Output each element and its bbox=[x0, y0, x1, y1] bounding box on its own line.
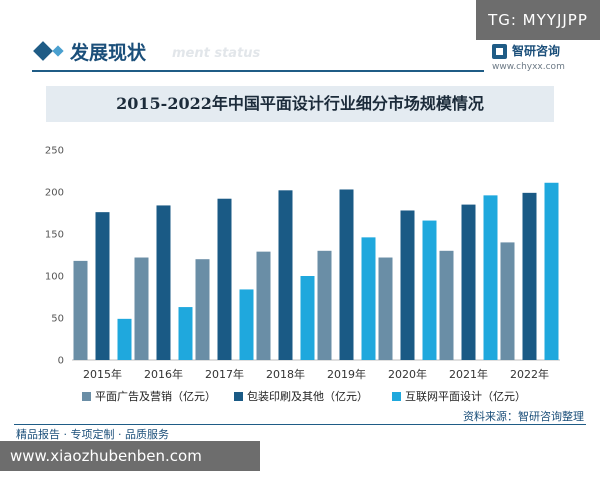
bar bbox=[300, 276, 315, 360]
x-tick-label: 2020年 bbox=[388, 367, 427, 381]
bar bbox=[134, 257, 149, 360]
bar bbox=[217, 198, 232, 360]
bar bbox=[256, 251, 271, 360]
bar bbox=[439, 250, 454, 360]
bar bbox=[544, 182, 559, 360]
source-note: 资料来源：智研咨询整理 bbox=[463, 409, 584, 423]
brand-name: 智研咨询 bbox=[512, 44, 561, 58]
legend-label: 包装印刷及其他（亿元） bbox=[247, 390, 368, 403]
bar bbox=[378, 257, 393, 360]
bar bbox=[483, 195, 498, 360]
footer-tagline: 精品报告 · 专项定制 · 品质服务 bbox=[16, 428, 169, 441]
bar bbox=[422, 220, 437, 360]
bar bbox=[339, 189, 354, 360]
y-tick-label: 150 bbox=[45, 230, 64, 241]
x-tick-label: 2018年 bbox=[266, 367, 305, 381]
bar bbox=[400, 210, 415, 360]
x-tick-label: 2015年 bbox=[83, 367, 122, 381]
legend-label: 互联网平面设计（亿元） bbox=[405, 390, 526, 403]
bar bbox=[500, 242, 515, 360]
x-tick-label: 2016年 bbox=[144, 367, 183, 381]
x-tick-label: 2019年 bbox=[327, 367, 366, 381]
legend-label: 平面广告及营销（亿元） bbox=[95, 389, 216, 403]
bar bbox=[461, 204, 476, 360]
chart-title: 2015-2022年中国平面设计行业细分市场规模情况 bbox=[46, 86, 554, 122]
bar bbox=[95, 212, 110, 360]
y-tick-label: 250 bbox=[45, 146, 64, 157]
bar bbox=[73, 260, 88, 360]
legend-swatch bbox=[234, 392, 243, 401]
brand-url: www.chyxx.com bbox=[492, 62, 565, 72]
tg-watermark-badge: TG: MYYJJPP bbox=[476, 0, 600, 40]
footer-divider bbox=[14, 424, 586, 425]
bar bbox=[317, 250, 332, 360]
x-tick-label: 2021年 bbox=[449, 367, 488, 381]
brand-logo-icon bbox=[492, 44, 507, 59]
y-tick-label: 0 bbox=[58, 356, 64, 367]
x-tick-label: 2017年 bbox=[205, 367, 244, 381]
y-tick-label: 100 bbox=[45, 272, 64, 283]
section-subtitle: ment status bbox=[172, 46, 261, 61]
site-url-watermark: www.xiaozhubenben.com bbox=[0, 441, 260, 471]
legend-swatch bbox=[82, 392, 91, 401]
y-tick-label: 200 bbox=[45, 188, 64, 199]
section-title: 发展现状 bbox=[70, 42, 147, 64]
x-tick-label: 2022年 bbox=[510, 367, 549, 381]
header-divider bbox=[32, 70, 484, 72]
bar bbox=[239, 289, 254, 360]
bar bbox=[361, 237, 376, 360]
bar bbox=[278, 190, 293, 360]
y-tick-label: 50 bbox=[51, 314, 64, 325]
bar bbox=[117, 318, 132, 360]
bar bbox=[178, 307, 193, 360]
bar bbox=[156, 205, 171, 360]
legend-swatch bbox=[392, 392, 401, 401]
brand-block: 智研咨询 www.chyxx.com bbox=[492, 42, 592, 76]
bar bbox=[195, 259, 210, 360]
bar bbox=[522, 192, 537, 360]
bar-chart: 0 50 100 150 200 250 2015年 2016年 2017年 2018年 2019年… bbox=[45, 146, 584, 424]
